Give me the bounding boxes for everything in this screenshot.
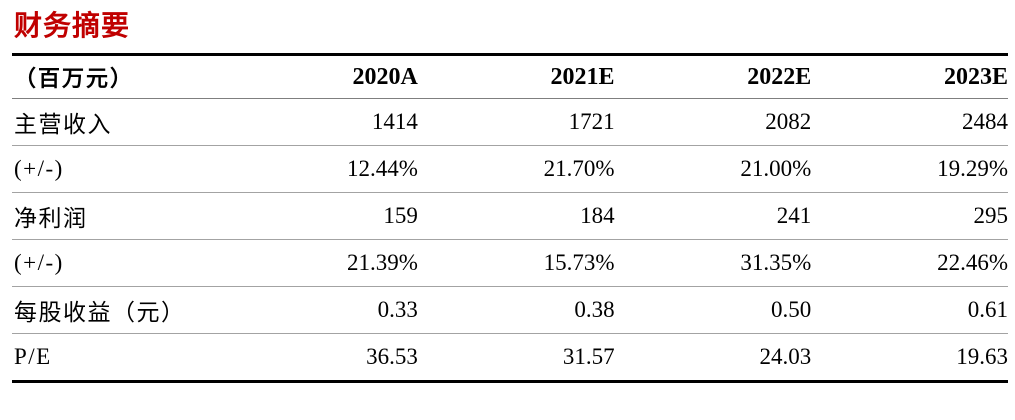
row-label: (+/-)	[12, 239, 222, 287]
column-header-2023e: 2023E	[811, 54, 1008, 99]
table-row-eps: 每股收益（元） 0.33 0.38 0.50 0.61	[12, 286, 1008, 334]
value-cell: 19.29%	[811, 145, 1008, 193]
table-row-revenue-growth: (+/-) 12.44% 21.70% 21.00% 19.29%	[12, 145, 1008, 193]
value-cell: 0.33	[221, 286, 418, 334]
value-cell: 21.39%	[221, 239, 418, 287]
table-row-net-profit: 净利润 159 184 241 295	[12, 192, 1008, 240]
table-row-pe: P/E 36.53 31.57 24.03 19.63	[12, 334, 1008, 382]
table-header-row: （百万元） 2020A 2021E 2022E 2023E	[12, 54, 1008, 99]
value-cell: 24.03	[759, 344, 812, 369]
value-cell: 21.00%	[614, 145, 812, 193]
value-cell: 241	[614, 192, 812, 240]
value-cell: 15.73%	[417, 239, 615, 287]
column-header-2021e: 2021E	[417, 54, 615, 99]
section-title: 财务摘要	[14, 10, 131, 41]
value-cell: 22.46%	[811, 239, 1008, 287]
value-cell: 36.53	[366, 344, 418, 369]
table-row-revenue: 主营收入 1414 1721 2082 2484	[12, 98, 1008, 146]
value-cell: 31.57	[562, 344, 615, 369]
row-label: 净利润	[12, 192, 222, 240]
value-cell: 0.50	[614, 286, 812, 334]
value-cell: 2082	[614, 98, 812, 146]
value-cell: 2484	[811, 98, 1008, 146]
value-cell: 295	[811, 192, 1008, 240]
row-label: P/E	[14, 344, 52, 369]
column-header-2022e: 2022E	[614, 54, 812, 99]
value-cell: 0.38	[417, 286, 615, 334]
value-cell: 159	[221, 192, 418, 240]
value-cell: 21.70%	[417, 145, 615, 193]
value-cell: 1414	[221, 98, 418, 146]
row-label: 主营收入	[12, 98, 222, 146]
value-cell: 19.63	[956, 344, 1008, 369]
value-cell: 1721	[417, 98, 615, 146]
financial-summary-table: （百万元） 2020A 2021E 2022E 2023E 主营收入 1414 …	[12, 53, 1008, 383]
value-cell: 12.44%	[221, 145, 418, 193]
value-cell: 0.61	[811, 286, 1008, 334]
table-row-net-profit-growth: (+/-) 21.39% 15.73% 31.35% 22.46%	[12, 239, 1008, 287]
unit-header-cell: （百万元）	[12, 54, 222, 99]
value-cell: 31.35%	[614, 239, 812, 287]
row-label: (+/-)	[12, 145, 222, 193]
row-label: 每股收益（元）	[12, 286, 222, 334]
value-cell: 184	[417, 192, 615, 240]
column-header-2020a: 2020A	[221, 54, 418, 99]
